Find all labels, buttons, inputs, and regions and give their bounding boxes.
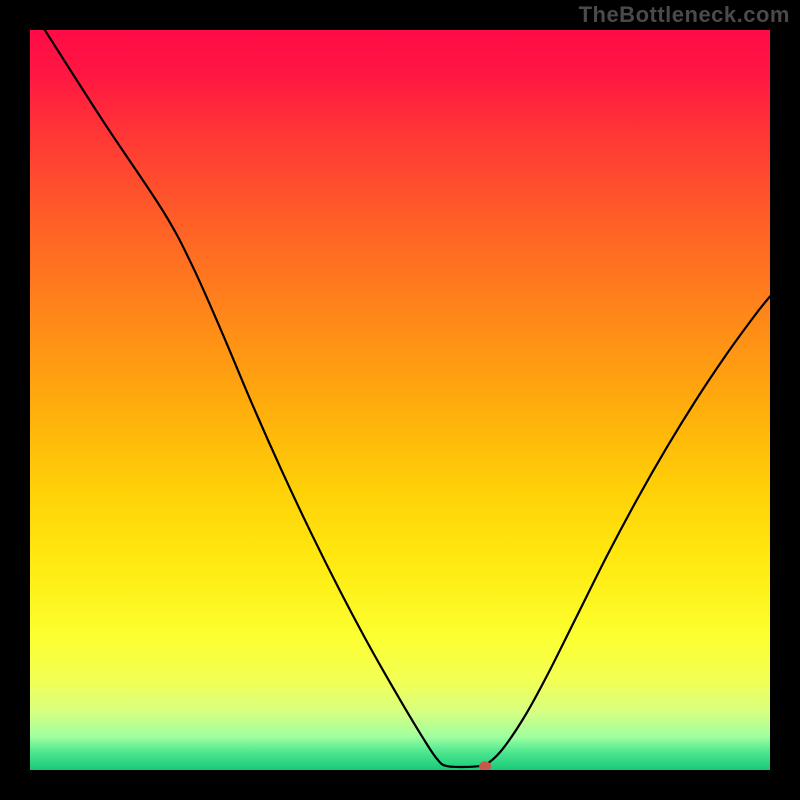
watermark-label: TheBottleneck.com bbox=[579, 2, 790, 28]
bottleneck-curve-chart bbox=[30, 30, 770, 770]
plot-area bbox=[30, 30, 770, 770]
chart-frame: TheBottleneck.com bbox=[0, 0, 800, 800]
gradient-background bbox=[30, 30, 770, 770]
